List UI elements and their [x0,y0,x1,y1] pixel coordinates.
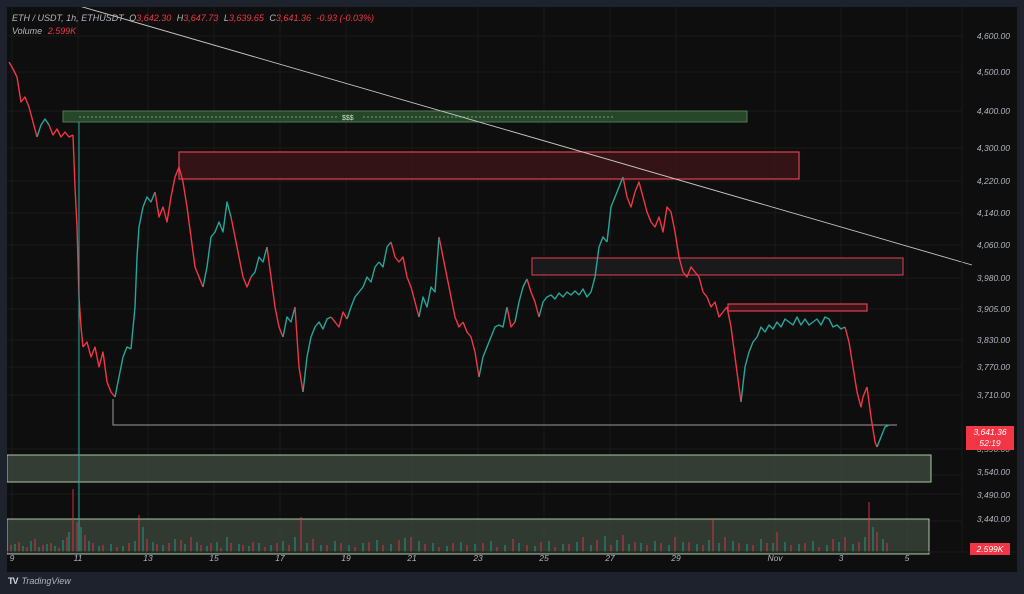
support-line[interactable] [112,399,897,426]
price-tick: 4,060.00 [976,240,1010,250]
volume-value: 2.599K [47,26,77,36]
tradingview-brand[interactable]: TV TradingView [8,576,71,586]
chart-legend: ETH / USDT, 1h, ETHUSDT O3,642.30 H3,647… [12,12,377,38]
last-price-tag: 3,641.36 52:19 [966,426,1014,450]
time-tick: 17 [275,553,285,563]
price-chart[interactable]: $$$ [7,7,1017,572]
time-tick: 13 [143,553,153,563]
time-tick: 27 [605,553,615,563]
open-value: 3,642.30 [136,13,172,23]
price-tick: 3,830.00 [976,335,1010,345]
price-tick: 3,905.00 [976,304,1010,314]
price-tick: 3,490.00 [976,490,1010,500]
supply-zone-upper[interactable] [178,151,800,180]
volume-label[interactable]: Volume [12,26,43,36]
ohlc-row: ETH / USDT, 1h, ETHUSDT O3,642.30 H3,647… [12,13,375,23]
price-tick: 3,440.00 [976,514,1010,524]
liquidity-zone[interactable] [62,110,748,123]
chart-frame: $$$ [7,7,1017,572]
price-tick: 4,500.00 [976,67,1010,77]
time-tick: 15 [209,553,219,563]
time-tick: 19 [341,553,351,563]
price-tick: 3,710.00 [976,390,1010,400]
volume-tag: 2.599K [970,543,1010,555]
supply-zone-lower[interactable] [727,303,868,312]
price-tick: 3,980.00 [976,273,1010,283]
low-value: 3,639.65 [228,13,264,23]
price-tick: 3,540.00 [976,467,1010,477]
volume-bars [10,489,888,552]
demand-zone[interactable] [7,454,932,483]
price-candles [8,61,890,552]
bar-countdown: 52:19 [979,438,1001,448]
time-tick: 25 [539,553,549,563]
time-tick: 3 [838,553,844,563]
last-price: 3,641.36 [973,427,1007,437]
time-tick: 21 [407,553,417,563]
price-tick: 4,220.00 [976,176,1010,186]
trend-line[interactable] [62,7,973,266]
close-value: 3,641.36 [275,13,311,23]
price-tick: 4,400.00 [976,106,1010,116]
price-tick: 4,600.00 [976,31,1010,41]
change-value: -0.93 (-0.03%) [316,13,375,23]
brand-name: TradingView [21,576,71,586]
volume-zone-box[interactable] [7,518,930,555]
high-value: 3,647.73 [183,13,219,23]
supply-zone-middle[interactable] [531,257,904,276]
time-tick: 11 [73,553,83,563]
volume-row: Volume 2.599K [12,25,377,38]
time-tick: 5 [904,553,910,563]
time-tick: 23 [473,553,483,563]
price-tick: 4,140.00 [976,208,1010,218]
tradingview-logo-icon: TV [8,576,18,586]
liquidity-label: $$$ [342,115,354,122]
price-tick: 4,300.00 [976,143,1010,153]
time-tick: 29 [671,553,681,563]
price-tick: 3,770.00 [976,362,1010,372]
symbol-label[interactable]: ETH / USDT, 1h, ETHUSDT [12,13,124,23]
time-tick: 9 [9,553,15,563]
time-tick: Nov [767,553,783,563]
